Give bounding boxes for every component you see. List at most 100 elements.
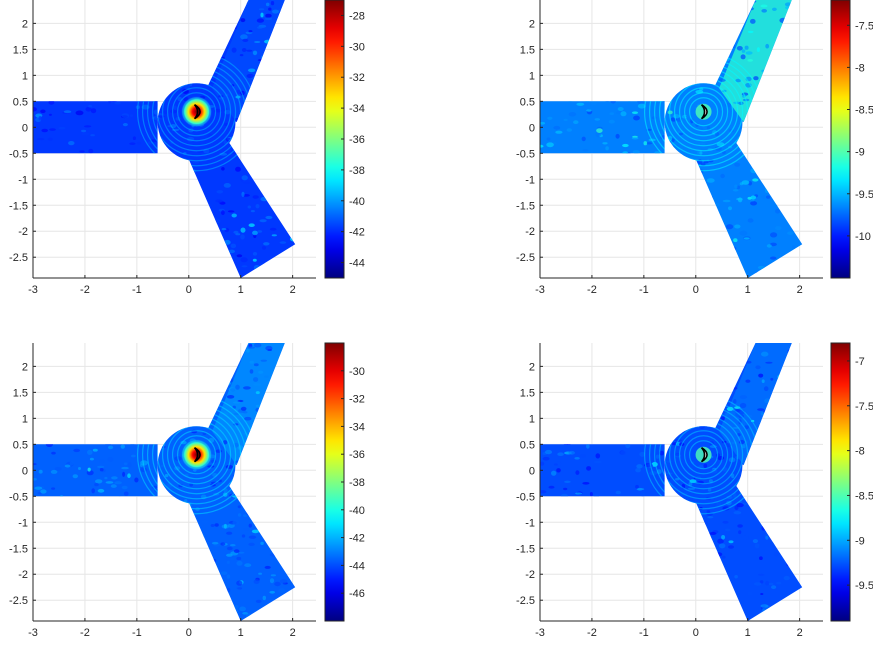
speckle bbox=[124, 167, 131, 173]
speckle bbox=[267, 108, 275, 112]
speckle bbox=[632, 111, 638, 114]
speckle bbox=[815, 420, 820, 423]
speckle bbox=[540, 257, 547, 262]
speckle bbox=[160, 78, 167, 82]
speckle bbox=[59, 161, 65, 165]
speckle bbox=[240, 227, 246, 233]
speckle bbox=[637, 249, 644, 253]
speckle bbox=[257, 59, 266, 62]
speckle bbox=[555, 527, 564, 533]
speckle bbox=[91, 515, 100, 520]
speckle bbox=[298, 492, 302, 496]
speckle bbox=[557, 522, 565, 525]
speckle bbox=[763, 409, 770, 414]
speckle bbox=[203, 272, 209, 278]
speckle bbox=[761, 9, 767, 13]
y-tick-label: -2.5 bbox=[9, 595, 28, 607]
speckle bbox=[265, 13, 272, 18]
speckle bbox=[726, 406, 734, 411]
speckle bbox=[115, 219, 122, 223]
speckle bbox=[760, 4, 768, 8]
speckle bbox=[769, 525, 774, 528]
speckle bbox=[566, 91, 573, 95]
speckle bbox=[312, 397, 320, 399]
speckle bbox=[253, 343, 262, 348]
speckle bbox=[571, 257, 575, 261]
speckle bbox=[180, 579, 188, 585]
speckle bbox=[191, 232, 196, 236]
speckle bbox=[45, 538, 50, 543]
speckle bbox=[779, 17, 787, 23]
speckle bbox=[745, 379, 751, 383]
speckle bbox=[166, 373, 171, 377]
speckle bbox=[665, 501, 673, 506]
speckle bbox=[263, 405, 272, 408]
speckle bbox=[280, 105, 285, 109]
speckle bbox=[773, 425, 779, 428]
speckle bbox=[239, 606, 247, 612]
speckle bbox=[165, 215, 170, 221]
speckle bbox=[296, 588, 300, 591]
speckle bbox=[739, 402, 747, 409]
speckle bbox=[768, 510, 776, 516]
speckle bbox=[37, 157, 44, 162]
speckle bbox=[95, 178, 102, 182]
speckle bbox=[590, 501, 596, 504]
speckle bbox=[260, 541, 264, 546]
speckle bbox=[660, 42, 667, 46]
speckle bbox=[35, 164, 44, 168]
speckle bbox=[216, 190, 224, 194]
speckle bbox=[566, 128, 572, 132]
speckle bbox=[783, 604, 791, 608]
speckle bbox=[107, 570, 112, 574]
speckle bbox=[812, 561, 819, 563]
speckle bbox=[77, 161, 83, 165]
speckle bbox=[213, 218, 221, 224]
speckle bbox=[646, 589, 655, 592]
speckle bbox=[715, 552, 723, 557]
speckle bbox=[79, 150, 85, 153]
speckle bbox=[742, 479, 748, 484]
speckle bbox=[138, 163, 144, 168]
speckle bbox=[637, 487, 643, 491]
speckle bbox=[665, 419, 674, 424]
speckle bbox=[55, 164, 64, 170]
speckle bbox=[795, 102, 799, 106]
speckle bbox=[158, 439, 164, 442]
speckle bbox=[660, 208, 665, 213]
speckle bbox=[701, 383, 709, 389]
speckle bbox=[226, 574, 231, 579]
speckle bbox=[100, 267, 108, 271]
speckle bbox=[786, 482, 793, 487]
speckle bbox=[699, 127, 704, 130]
speckle bbox=[202, 519, 208, 524]
speckle bbox=[68, 2, 74, 5]
speckle bbox=[687, 185, 696, 188]
speckle bbox=[817, 70, 825, 74]
speckle bbox=[797, 110, 801, 113]
speckle bbox=[658, 222, 666, 227]
y-tick-label: -2.5 bbox=[516, 252, 535, 264]
speckle bbox=[659, 184, 665, 189]
speckle bbox=[273, 119, 281, 122]
speckle bbox=[551, 470, 557, 476]
speckle bbox=[662, 395, 668, 398]
speckle bbox=[128, 28, 134, 33]
x-tick-label: -2 bbox=[80, 284, 90, 296]
speckle bbox=[121, 433, 129, 437]
speckle bbox=[88, 58, 96, 63]
speckle bbox=[281, 211, 285, 214]
speckle bbox=[788, 404, 797, 409]
speckle bbox=[769, 434, 773, 439]
speckle bbox=[34, 233, 39, 238]
speckle bbox=[633, 88, 641, 94]
speckle bbox=[812, 491, 820, 494]
speckle bbox=[709, 53, 715, 56]
speckle bbox=[121, 485, 128, 490]
speckle bbox=[274, 581, 281, 587]
speckle bbox=[788, 395, 796, 399]
speckle bbox=[92, 154, 100, 158]
speckle bbox=[558, 238, 566, 243]
speckle bbox=[281, 137, 289, 140]
speckle bbox=[669, 179, 675, 185]
